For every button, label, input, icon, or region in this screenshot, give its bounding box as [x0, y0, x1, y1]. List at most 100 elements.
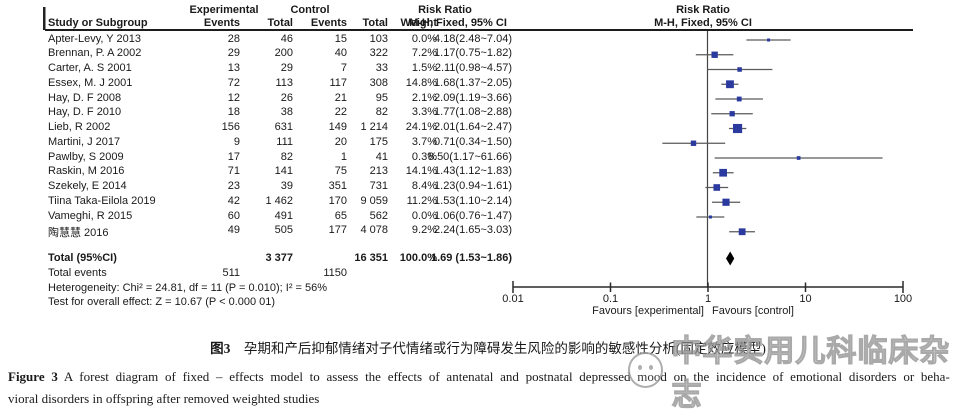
column-group-control: Control	[290, 4, 330, 16]
cell-total_exp: 29	[280, 62, 293, 75]
study-label: Vameghi, R 2015	[48, 209, 133, 222]
cell-events_exp: 72	[227, 76, 240, 89]
column-header-total-exp: Total	[267, 17, 293, 29]
cell-events_ctl: 21	[334, 91, 347, 104]
header-rule	[45, 29, 913, 31]
cell-events_ctl: 351	[328, 180, 347, 193]
cell-total_exp: 113	[275, 76, 293, 89]
column-header-method-plot: M-H, Fixed, 95% CI	[654, 17, 752, 29]
cell-events_exp: 29	[227, 47, 240, 60]
study-label: Hay, D. F 2008	[48, 91, 122, 104]
caption-chinese-number: 图3	[210, 341, 231, 356]
total-cell-total_ctl: 16 351	[354, 252, 388, 265]
column-group-experimental: Experimental	[189, 4, 259, 16]
cell-total_exp: 491	[274, 209, 293, 222]
cell-rr_text: 2.11(0.98~4.57)	[434, 62, 512, 75]
cell-weight: 9.2%	[411, 224, 437, 237]
cell-weight: 14.8%	[405, 76, 437, 89]
cell-total_ctl: 33	[375, 62, 388, 75]
cell-rr_text: 1.06(0.76~1.47)	[434, 209, 512, 222]
cell-total_ctl: 731	[369, 180, 388, 193]
study-label: Raskin, M 2016	[48, 165, 125, 178]
cell-rr_text: 2.01(1.64~2.47)	[434, 121, 512, 134]
cell-weight: 0.0%	[411, 32, 437, 45]
effect-square	[767, 38, 771, 42]
study-label: Carter, A. S 2001	[48, 62, 132, 75]
cell-events_ctl: 170	[328, 194, 347, 207]
total-events-exp: 511	[222, 266, 240, 279]
cell-events_exp: 23	[227, 180, 240, 193]
cell-total_ctl: 95	[375, 91, 388, 104]
cell-total_ctl: 562	[369, 209, 388, 222]
cell-total_ctl: 4 078	[360, 224, 388, 237]
summary-diamond	[726, 251, 735, 266]
caption-english-text: A forest diagram of fixed – effects mode…	[57, 369, 950, 384]
study-label: Tiina Taka-Eilola 2019	[48, 194, 156, 207]
study-label: Martini, J 2017	[48, 135, 121, 148]
cell-events_exp: 156	[221, 121, 240, 134]
cell-events_ctl: 40	[334, 47, 347, 60]
x-tick-label: 0.1	[602, 293, 619, 305]
study-label: Szekely, E 2014	[48, 180, 127, 193]
cell-weight: 24.1%	[405, 121, 437, 134]
study-label: Brennan, P. A 2002	[48, 47, 142, 60]
effect-square	[722, 198, 730, 206]
cell-total_exp: 46	[280, 32, 293, 45]
cell-weight: 11.2%	[406, 194, 437, 207]
favours-experimental-label: Favours [experimental]	[592, 305, 704, 317]
effect-square	[719, 168, 727, 177]
cell-events_ctl: 149	[328, 121, 347, 134]
cell-rr_text: 2.09(1.19~3.66)	[434, 91, 512, 104]
cell-events_ctl: 65	[334, 209, 347, 222]
total-cell-rr_text: 1.69 (1.53~1.86)	[430, 252, 512, 265]
effect-square	[690, 140, 697, 146]
effect-square	[711, 51, 718, 58]
column-header-weight: Weight	[400, 17, 437, 29]
x-tick-label: 10	[799, 293, 812, 305]
cell-rr_text: 1.53(1.10~2.14)	[434, 194, 512, 207]
cell-weight: 8.4%	[411, 180, 437, 193]
total-cell-weight: 100.0%	[399, 252, 437, 265]
cell-rr_text: 8.50(1.17~61.66)	[427, 150, 512, 163]
column-group-risk-ratio-plot: Risk Ratio	[676, 4, 730, 16]
column-header-events-ctl: Events	[310, 17, 347, 29]
heterogeneity-stats: Heterogeneity: Chi² = 24.81, df = 11 (P …	[48, 281, 328, 294]
caption-english-line1: Figure 3 A forest diagram of fixed – eff…	[8, 369, 970, 385]
column-header-method: M-H, Fixed, 95% CI	[409, 17, 507, 29]
cell-events_exp: 49	[227, 224, 240, 237]
cell-events_exp: 13	[227, 62, 240, 75]
column-header-study: Study or Subgroup	[48, 17, 148, 29]
cell-total_exp: 39	[280, 180, 293, 193]
cell-total_exp: 38	[280, 106, 293, 119]
study-label: 陶慧慧 2016	[48, 227, 109, 240]
cell-rr_text: 0.71(0.34~1.50)	[434, 135, 512, 148]
cell-total_exp: 141	[274, 165, 293, 178]
study-label: Essex, M. J 2001	[48, 76, 133, 89]
cell-weight: 0.0%	[411, 209, 437, 222]
cell-weight: 3.3%	[411, 106, 437, 119]
cell-weight: 2.1%	[411, 91, 437, 104]
cell-events_ctl: 177	[328, 224, 347, 237]
caption-english-number: Figure 3	[8, 369, 58, 384]
cell-events_ctl: 20	[334, 135, 347, 148]
cell-total_ctl: 41	[375, 150, 388, 163]
cell-rr_text: 2.24(1.65~3.03)	[434, 224, 512, 237]
cell-weight: 0.3%	[411, 150, 437, 163]
cell-total_ctl: 103	[369, 32, 388, 45]
cell-events_ctl: 15	[334, 32, 347, 45]
cell-weight: 3.7%	[411, 135, 437, 148]
x-tick-label: 0.01	[502, 293, 524, 305]
study-label: Pawlby, S 2009	[48, 150, 124, 163]
cell-total_ctl: 213	[369, 165, 388, 178]
total-cell-total_exp: 3 377	[265, 252, 293, 265]
effect-square	[726, 80, 734, 89]
cell-total_exp: 505	[274, 224, 293, 237]
left-border-mark	[43, 7, 46, 30]
cell-rr_text: 1.17(0.75~1.82)	[434, 47, 512, 60]
total-events-label: Total events	[48, 266, 107, 279]
column-header-events-exp: Events	[203, 17, 240, 29]
cell-rr_text: 1.77(1.08~2.88)	[434, 106, 512, 119]
cell-events_ctl: 75	[334, 165, 347, 178]
